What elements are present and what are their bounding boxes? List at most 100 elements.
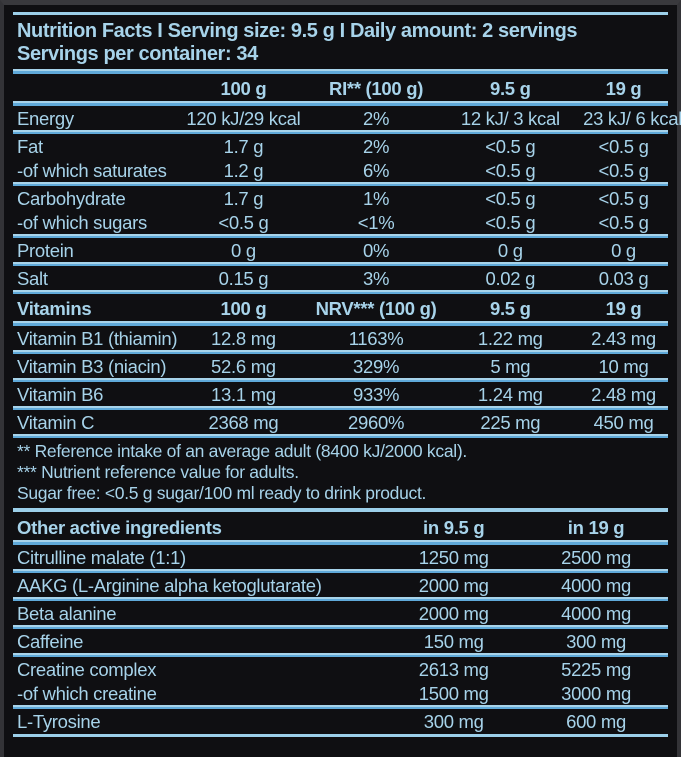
row-label: Fat (17, 136, 43, 157)
cell-value: NRV*** (100 g) (315, 298, 437, 319)
cell-value: 3000 mg (561, 683, 631, 704)
cell-value: 0.15 g (218, 268, 269, 289)
cell-value: 1.24 mg (477, 384, 543, 405)
table-row: Energy 120 kJ/29 kcal 2% 12 kJ/ 3 kcal 23 kJ… (13, 106, 681, 130)
row-label: Energy (17, 108, 74, 129)
cell-value: 1250 mg (418, 547, 489, 568)
divider-line (13, 734, 668, 737)
table-row: -of which saturates 1.2 g 6% <0.5 g <0.5 g (13, 158, 668, 182)
cell-value: 2.48 mg (591, 384, 656, 405)
divider-line (13, 69, 668, 74)
divider-line (13, 406, 668, 410)
cell-value: 13.1 mg (211, 384, 276, 405)
label-title: Nutrition Facts I Serving size: 9.5 g I … (13, 19, 668, 69)
table-row: Citrulline malate (1:1) 1250 mg 2500 mg (13, 545, 668, 569)
divider-line (13, 182, 668, 186)
title-line-servings-per-container: Servings per container: 34 (17, 43, 258, 65)
cell-value: 12.8 mg (211, 328, 276, 349)
row-label: Caffeine (17, 631, 84, 652)
cell-value: 300 mg (423, 711, 484, 732)
cell-value: RI** (100 g) (329, 78, 424, 99)
row-label: Other active ingredients (17, 517, 222, 538)
table-row: Vitamin B3 (niacin) 52.6 mg 329% 5 mg 10 mg (13, 354, 668, 378)
cell-value: <0.5 g (485, 188, 536, 209)
row-label (17, 78, 172, 99)
row-label: Creatine complex (17, 659, 157, 680)
cell-value: 5225 mg (561, 659, 631, 680)
row-label: Beta alanine (17, 603, 117, 624)
divider-line (13, 569, 668, 573)
row-label: Vitamin B1 (thiamin) (17, 328, 178, 349)
cell-value: 1.7 g (223, 136, 264, 157)
cell-value: 2960% (348, 412, 405, 433)
divider-line (13, 540, 668, 545)
table-row: AAKG (L-Arginine alpha ketoglutarate) 200… (13, 573, 668, 597)
table-row: Fat 1.7 g 2% <0.5 g <0.5 g (13, 134, 668, 158)
divider-line (13, 130, 668, 134)
cell-value: 1% (362, 188, 390, 209)
row-label: Carbohydrate (17, 188, 126, 209)
title-line-serving: Nutrition Facts I Serving size: 9.5 g I … (17, 20, 578, 42)
divider-line (13, 290, 668, 294)
cell-value: 2500 mg (561, 547, 631, 568)
cell-value: 10 mg (598, 356, 649, 377)
table-row: Creatine complex 2613 mg 5225 mg (13, 657, 668, 681)
cell-value: 2.43 mg (591, 328, 656, 349)
table-row: Vitamin C 2368 mg 2960% 225 mg 450 mg (13, 410, 668, 434)
row-label: AAKG (L-Arginine alpha ketoglutarate) (17, 575, 322, 596)
cell-value: 2000 mg (418, 603, 489, 624)
cell-value: in 19 g (567, 517, 625, 538)
row-label: Protein (17, 240, 74, 261)
cell-value: <0.5 g (485, 212, 536, 233)
divider-line (13, 705, 668, 709)
table-row: Vitamin B1 (thiamin) 12.8 mg 1163% 1.22 mg 2… (13, 326, 668, 350)
other-ingredients-table: Other active ingredients in 9.5 g in 19 g C… (13, 513, 668, 737)
cell-value: 300 mg (566, 631, 626, 652)
row-label: -of which saturates (17, 160, 167, 181)
divider-line (13, 597, 668, 601)
cell-value: 600 mg (566, 711, 626, 732)
cell-value: 1.7 g (223, 188, 264, 209)
cell-value: 9.5 g (489, 78, 531, 99)
row-label: Vitamin B3 (niacin) (17, 356, 167, 377)
cell-value: 23 kJ/ 6 kcal (583, 108, 681, 129)
table-row: Caffeine 150 mg 300 mg (13, 629, 668, 653)
cell-value: 19 g (605, 298, 642, 319)
divider-line (13, 262, 668, 266)
cell-value: 0 g (611, 240, 636, 261)
cell-value: 1500 mg (418, 683, 489, 704)
divider-line (13, 234, 668, 238)
cell-value: in 9.5 g (423, 517, 485, 538)
cell-value: 933% (352, 384, 400, 405)
cell-value: 2368 mg (208, 412, 279, 433)
cell-value: 0 g (231, 240, 256, 261)
divider-line (13, 653, 668, 657)
cell-value: 120 kJ/29 kcal (186, 108, 301, 129)
cell-value: 3% (362, 268, 390, 289)
cell-value: <0.5 g (485, 136, 536, 157)
table-header-row: Vitamins 100 g NRV*** (100 g) 9.5 g 19 g (13, 294, 668, 321)
cell-value: 2000 mg (418, 575, 489, 596)
vitamins-table: Vitamins 100 g NRV*** (100 g) 9.5 g 19 g Vita… (13, 294, 668, 438)
cell-value: <0.5 g (218, 212, 269, 233)
footnote-reference-intake: ** Reference intake of an average adult … (17, 441, 467, 461)
cell-value: 2613 mg (418, 659, 489, 680)
cell-value: 9.5 g (489, 298, 531, 319)
cell-value: <0.5 g (598, 212, 649, 233)
row-label: -of which sugars (17, 212, 147, 233)
row-label: L-Tyrosine (17, 711, 101, 732)
cell-value: 450 mg (593, 412, 654, 433)
table-row: Salt 0.15 g 3% 0.02 g 0.03 g (13, 266, 668, 290)
divider-line (13, 508, 668, 512)
table-row: Protein 0 g 0% 0 g 0 g (13, 238, 668, 262)
cell-value: 100 g (220, 78, 267, 99)
cell-value: 52.6 mg (211, 356, 276, 377)
cell-value: <0.5 g (485, 160, 536, 181)
cell-value: 0.03 g (598, 268, 649, 289)
footnote-nutrient-reference: *** Nutrient reference value for adults. (17, 462, 299, 482)
nutrition-table: 100 g RI** (100 g) 9.5 g 19 g Energy 120 kJ/2… (13, 74, 681, 294)
divider-line (13, 12, 668, 15)
cell-value: 4000 mg (561, 603, 631, 624)
footnotes: ** Reference intake of an average adult … (13, 438, 668, 506)
divider-line (13, 378, 668, 382)
